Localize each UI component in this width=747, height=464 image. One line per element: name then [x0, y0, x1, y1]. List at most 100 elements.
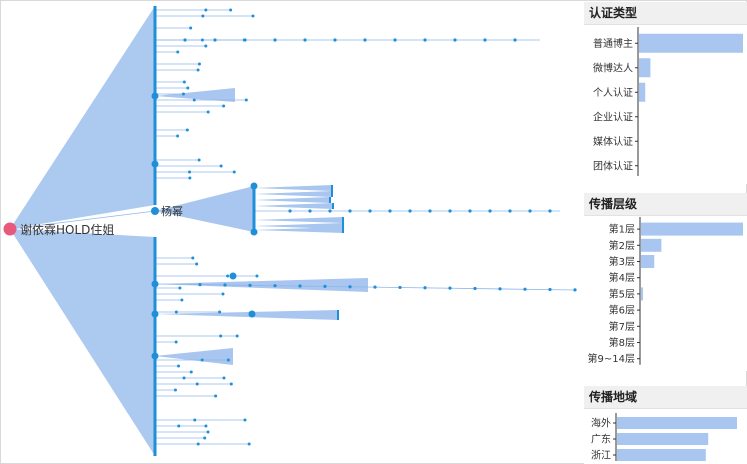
hub-chain-node	[308, 209, 312, 213]
root-hub-link	[9, 210, 156, 230]
hub-chain-node	[328, 209, 332, 213]
leaf-node	[189, 26, 193, 30]
key-node	[151, 352, 159, 360]
bar	[641, 255, 655, 268]
leaf-node	[189, 370, 193, 374]
leaf-node	[247, 442, 251, 446]
hub-chain-node	[468, 209, 472, 213]
hub-chain-node	[348, 209, 352, 213]
leaf-node	[197, 62, 201, 66]
category-label: 浙江	[591, 450, 611, 462]
hub-label: 杨幂	[161, 204, 183, 218]
leaf-node	[206, 430, 210, 434]
hub-sub-fan	[254, 227, 343, 233]
category-label: 微博达人	[593, 61, 633, 74]
category-label: 第4层	[609, 271, 635, 284]
category-label: 第7层	[609, 320, 635, 333]
leaf-node	[222, 104, 226, 108]
leaf-node	[180, 298, 184, 302]
leaf-node	[214, 394, 218, 398]
key-node	[250, 228, 258, 236]
chain-node	[333, 38, 337, 42]
fan-wedge	[10, 229, 155, 456]
leaf-node	[174, 310, 178, 314]
chain-node	[273, 38, 277, 42]
chain-node	[423, 38, 427, 42]
leaf-node	[176, 50, 180, 54]
lower-chain-node	[523, 287, 527, 291]
key-node	[151, 280, 159, 288]
hub-chain-node	[428, 209, 432, 213]
panel-propagation-level: 传播层级 第1层 第2层 第3层 第4层 第5层 第6层 第7层 第8层 第9~14层	[584, 193, 747, 371]
leaf-node	[221, 292, 225, 296]
lower-chain-node	[573, 288, 577, 292]
chain-node	[243, 38, 247, 42]
fan-wedge	[10, 6, 155, 229]
hub-chain-node	[288, 209, 292, 213]
leaf-node	[251, 14, 255, 18]
key-node	[229, 272, 237, 280]
leaf-node	[192, 98, 196, 102]
link-layer	[9, 9, 576, 445]
leaf-node	[177, 424, 181, 428]
lower-chain-node	[473, 286, 477, 291]
leaf-node	[197, 158, 201, 162]
leaf-node	[235, 334, 239, 338]
hub-chain-node	[408, 209, 412, 213]
hub-sub-fan	[254, 203, 333, 209]
leaf-node	[182, 80, 186, 84]
lower-fan	[155, 278, 368, 292]
leaf-node	[177, 364, 181, 368]
hub-sub-fan	[254, 185, 332, 191]
node-layer	[3, 6, 577, 456]
lower-chain-node	[223, 283, 227, 287]
propagation-tree[interactable]: 谢依霖HOLD住姐 杨幂	[0, 0, 582, 464]
leaf-node	[193, 418, 197, 422]
hub-sub-fan	[254, 223, 343, 229]
sub-fan	[155, 88, 235, 102]
fan-layer	[10, 6, 368, 456]
category-label: 第9~14层	[588, 352, 635, 365]
bar	[641, 287, 644, 301]
chain-node	[363, 38, 367, 42]
leaf-node	[186, 86, 190, 90]
leaf-node	[201, 14, 205, 18]
leaf-node	[196, 68, 200, 72]
hub-chain-node	[508, 209, 512, 213]
leaf-node	[173, 388, 177, 392]
key-node	[151, 160, 159, 168]
category-label: 普通博主	[593, 37, 633, 50]
chain-node	[303, 38, 307, 42]
category-label: 第6层	[609, 304, 635, 317]
bar	[617, 449, 706, 461]
panel-region: 传播地域 海外 广东 浙江	[584, 386, 747, 464]
leaf-node	[229, 382, 233, 386]
lower-chain-node	[348, 285, 352, 289]
category-label: 企业认证	[593, 110, 633, 123]
bar	[641, 238, 662, 252]
lower-chain-node	[248, 283, 252, 287]
key-node	[151, 92, 159, 100]
bar	[617, 417, 737, 429]
lower-chain-node	[398, 285, 402, 290]
leaf-node	[185, 128, 189, 132]
hub-node	[151, 207, 159, 215]
leaf-node	[188, 176, 192, 180]
leaf-node	[176, 134, 180, 138]
leaf-node	[204, 8, 208, 12]
chain-node	[213, 38, 217, 42]
lower-fan	[155, 310, 338, 320]
leaf-node	[182, 376, 186, 380]
category-label: 第8层	[609, 336, 635, 349]
leaf-node	[195, 262, 199, 266]
leaf-node	[222, 376, 226, 380]
leaf-node	[203, 436, 207, 440]
bar	[639, 58, 651, 78]
category-label: 团体认证	[593, 159, 633, 172]
bar	[639, 82, 646, 102]
chain-node	[513, 38, 517, 42]
panel-auth-type: 认证类型 普通博主 微博达人 个人认证 企业认证 媒体认证 团体认证	[584, 2, 747, 184]
lower-chain-node	[498, 287, 502, 291]
